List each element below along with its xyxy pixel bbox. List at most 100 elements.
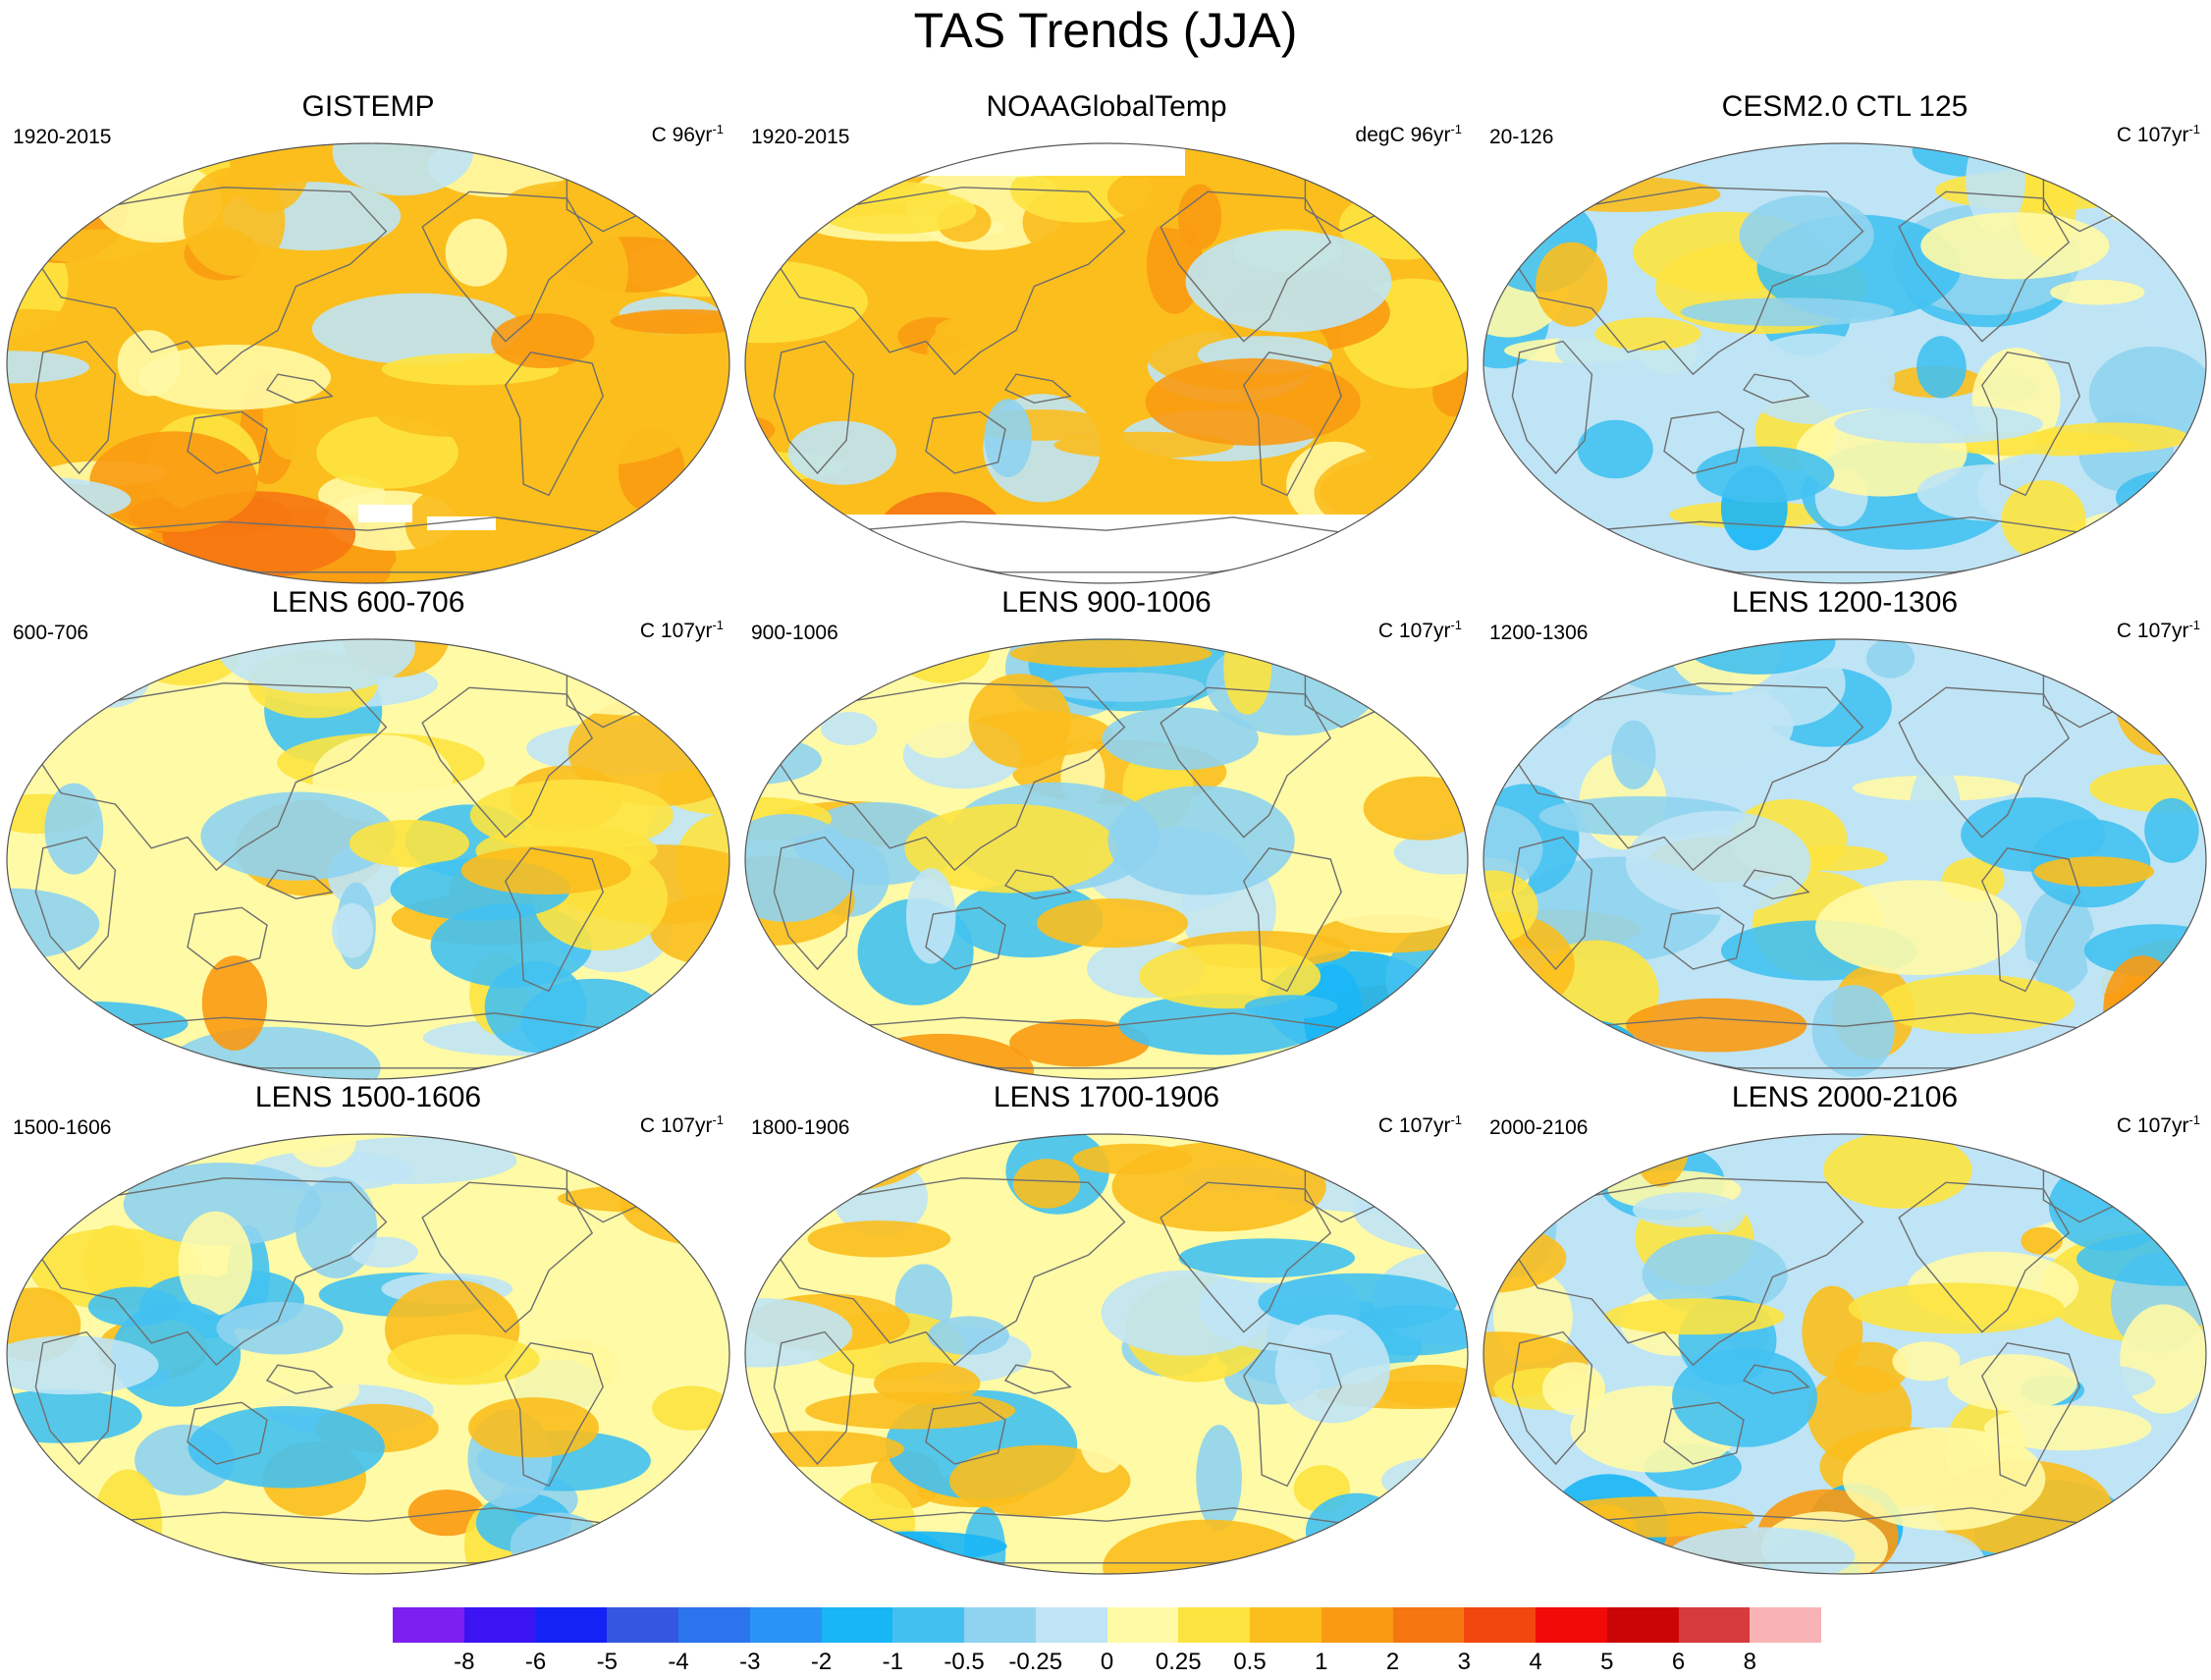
coastline [1980, 847, 2080, 993]
trend-contour-region [1258, 1273, 1458, 1331]
coastline [1742, 869, 1810, 900]
trend-contour-region [1304, 1026, 1429, 1077]
colorbar-swatch [1678, 1607, 1751, 1643]
trend-contour-region [1009, 1018, 1150, 1067]
coastline [504, 1342, 604, 1488]
colorbar-tick-label: -0.25 [1008, 1649, 1063, 1675]
trend-contour-region [1101, 1270, 1271, 1356]
coastline [773, 1330, 855, 1466]
coastline [925, 410, 1006, 474]
coastline [762, 682, 1126, 872]
colorbar-swatch [1392, 1607, 1465, 1643]
colorbar-swatch [678, 1607, 750, 1643]
trend-contour-region [1848, 1282, 2065, 1334]
trend-contour-region [805, 1391, 1016, 1430]
trend-contour-region [2089, 764, 2206, 813]
missing-data-region [427, 516, 496, 530]
colorbar-tick-label: 2 [1385, 1649, 1400, 1675]
panel-period: 600-706 [13, 622, 89, 644]
trend-contour-region [1365, 143, 1446, 188]
trend-contour-region [468, 1397, 599, 1458]
trend-contour-region [745, 143, 836, 209]
trend-contour-region [1834, 1341, 1909, 1394]
panel-units: C 107yr-1 [1377, 618, 1462, 642]
trend-contour-region [745, 494, 833, 525]
trend-contour-region [1145, 357, 1361, 446]
colorbar-tick-label: -0.5 [944, 1649, 985, 1675]
coastline [1159, 686, 1332, 839]
coastline [1159, 1181, 1332, 1333]
colorbar-swatch [1606, 1607, 1679, 1643]
trend-contour-region [1274, 1314, 1390, 1424]
trend-contour-region [745, 523, 787, 553]
colorbar-tick-label: -2 [810, 1649, 833, 1675]
trend-contour-region [1177, 184, 1222, 250]
colorbar-tick-label: -4 [668, 1649, 689, 1675]
trend-contour-region [188, 1406, 385, 1489]
trend-contour-region [2080, 1022, 2199, 1079]
trend-contour-region [1393, 1506, 1468, 1567]
trend-contour-region [350, 1236, 418, 1268]
trend-contour-region [769, 1491, 809, 1574]
trend-contour-region [1892, 1341, 1961, 1382]
trend-contour-region [87, 1286, 181, 1327]
colorbar-swatch [1178, 1607, 1250, 1643]
trend-contour-region [1036, 898, 1189, 948]
trend-contour-region [7, 351, 90, 384]
trend-contour-region [807, 1220, 951, 1258]
panel-period: 900-1006 [751, 622, 838, 644]
colorbar-tick-label: 3 [1457, 1649, 1471, 1675]
map-border [1483, 1133, 2207, 1575]
trend-contour-region [1842, 1427, 2046, 1531]
trend-contour-region [984, 399, 1032, 477]
trend-contour-region [873, 1362, 981, 1405]
map-plot [6, 1133, 730, 1575]
map-plot [1483, 142, 2207, 584]
coastline [1500, 682, 1864, 872]
trend-contour-region [661, 319, 729, 427]
panel-title: LENS 1200-1306 [1731, 586, 1959, 619]
missing-data-region [745, 515, 1468, 583]
trend-contour-region [1680, 298, 1895, 327]
coastline [1511, 340, 1593, 475]
trend-contour-region [745, 1552, 791, 1574]
trend-contour-region [610, 308, 729, 335]
trend-contour-region [469, 779, 674, 851]
colorbar-swatch [535, 1607, 608, 1643]
trend-contour-region [1139, 944, 1321, 1009]
map-border [6, 142, 730, 584]
trend-contour-region [1551, 555, 1603, 583]
map-panel: LENS 1500-1606 1500-1606 C 107yr-1 [5, 1081, 731, 1575]
panel-period: 1500-1606 [13, 1116, 112, 1139]
trend-contour-region [745, 814, 858, 922]
coastline [1242, 1342, 1342, 1488]
coastline [504, 847, 604, 993]
colorbar-swatch [1321, 1607, 1393, 1643]
trend-contour-region [1393, 831, 1468, 875]
colorbar-swatch [821, 1607, 893, 1643]
trend-contour-region [1625, 810, 1811, 915]
coastline [1500, 1177, 1864, 1367]
trend-contour-region [935, 315, 1023, 344]
trend-contour-region [1379, 997, 1424, 1064]
map-plot [744, 638, 1469, 1080]
map-plot [744, 1133, 1469, 1575]
coastline [421, 1181, 594, 1333]
trend-contour-region [2050, 279, 2145, 305]
colorbar-swatch [1035, 1607, 1107, 1643]
coastline [1003, 1364, 1072, 1395]
panel-title: LENS 900-1006 [1001, 586, 1212, 619]
trend-contour-region [7, 308, 86, 338]
coastline [265, 869, 334, 900]
trend-contour-region [745, 1134, 822, 1163]
coastline [504, 352, 604, 497]
missing-data-region [890, 143, 1185, 176]
panel-title: LENS 600-706 [271, 586, 465, 619]
trend-contour-region [1338, 143, 1400, 204]
map-panel: LENS 600-706 600-706 C 107yr-1 [5, 586, 731, 1080]
trend-contour-region [1811, 985, 1895, 1077]
trend-contour-region [745, 1298, 853, 1368]
trend-contour-region [611, 639, 729, 702]
trend-contour-region [598, 1523, 725, 1552]
trend-contour-region [460, 845, 631, 894]
